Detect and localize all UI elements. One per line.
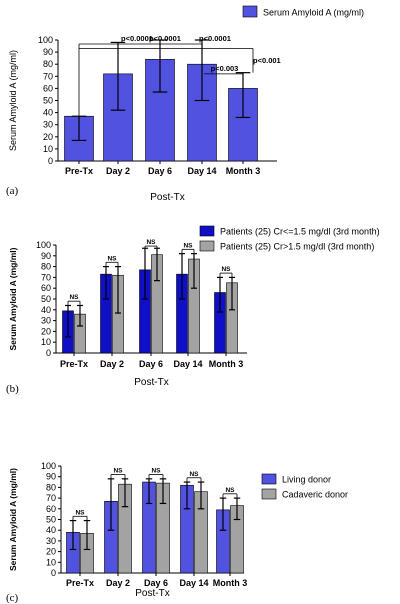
y-tick-label: 80: [43, 59, 53, 69]
y-tick-label: 80: [41, 262, 51, 272]
y-tick-label: 60: [46, 504, 56, 514]
y-tick-label: 0: [46, 348, 51, 358]
legend-label: Patients (25) Cr<=1.5 mg/dl (3rd month): [220, 227, 380, 237]
y-tick-label: 70: [41, 272, 51, 282]
panel-label: (b): [6, 383, 19, 395]
ns-label: NS: [69, 294, 79, 301]
x-tick-label: Day 14: [173, 359, 202, 369]
x-tick-label: Month 3: [213, 578, 248, 588]
legend-label: Patients (25) Cr>1.5 mg/dl (3rd month): [220, 242, 374, 252]
p-value-label: p<0.0001: [121, 34, 153, 43]
y-tick-label: 10: [46, 557, 56, 567]
y-tick-label: 40: [41, 305, 51, 315]
x-tick-label: Day 6: [139, 359, 163, 369]
panel-label: (a): [6, 185, 19, 197]
y-tick-label: 30: [46, 536, 56, 546]
y-tick-label: 70: [43, 71, 53, 81]
x-tick-label: Day 14: [187, 166, 216, 176]
ns-label: NS: [225, 487, 235, 494]
y-tick-label: 50: [41, 294, 51, 304]
y-tick-label: 20: [43, 132, 53, 142]
y-tick-label: 60: [43, 83, 53, 93]
x-tick-label: Day 2: [106, 166, 130, 176]
x-tick-label: Pre-Tx: [60, 359, 88, 369]
legend-swatch: [199, 240, 215, 252]
y-tick-label: 0: [51, 568, 56, 578]
legend-label: Cadaveric donor: [282, 490, 348, 500]
x-axis-label: Post-Tx: [134, 377, 168, 388]
y-tick-label: 20: [41, 326, 51, 336]
x-axis-label: Post-Tx: [150, 192, 184, 203]
p-value-label: p<0.0001: [199, 34, 231, 43]
y-tick-label: 90: [43, 47, 53, 57]
y-axis-label: Serum Amyloid A (mg/ml): [8, 50, 18, 151]
p-value-label: p<0.003: [211, 64, 239, 73]
legend-swatch: [199, 225, 215, 237]
ns-label: NS: [146, 239, 156, 246]
ns-label: NS: [189, 471, 199, 478]
y-tick-label: 70: [46, 493, 56, 503]
y-tick-label: 50: [46, 515, 56, 525]
y-tick-label: 90: [46, 472, 56, 482]
ns-label: NS: [183, 242, 193, 249]
ns-label: NS: [113, 468, 123, 475]
ns-label: NS: [221, 266, 231, 273]
legend-label: Living donor: [282, 475, 331, 485]
y-tick-label: 0: [48, 156, 53, 166]
y-tick-label: 90: [41, 251, 51, 261]
y-tick-label: 100: [36, 240, 51, 250]
y-tick-label: 10: [41, 337, 51, 347]
ns-label: NS: [75, 509, 85, 516]
y-tick-label: 60: [41, 283, 51, 293]
legend-label: Serum Amyloid A (mg/ml): [263, 8, 364, 18]
ns-label: NS: [151, 468, 161, 475]
y-tick-label: 30: [41, 316, 51, 326]
y-axis-label: Serum Amyloid A (mg/ml): [8, 468, 18, 571]
legend-swatch: [242, 5, 258, 18]
x-tick-label: Month 3: [226, 166, 261, 176]
x-tick-label: Pre-Tx: [65, 166, 93, 176]
y-axis-label: Serum Amyloid A (mg/ml): [8, 247, 18, 350]
y-tick-label: 100: [38, 35, 53, 45]
x-tick-label: Day 2: [100, 359, 124, 369]
ns-label: NS: [107, 255, 117, 262]
p-value-label: p<0.0001: [149, 34, 181, 43]
legend-swatch: [261, 473, 277, 485]
panel-label: (c): [6, 592, 19, 604]
y-tick-label: 80: [46, 482, 56, 492]
x-tick-label: Day 2: [106, 578, 130, 588]
x-tick-label: Day 6: [148, 166, 172, 176]
x-tick-label: Month 3: [209, 359, 244, 369]
p-value-label: p<0.001: [253, 56, 281, 65]
x-tick-label: Pre-Tx: [66, 578, 94, 588]
x-tick-label: Day 6: [144, 578, 168, 588]
y-tick-label: 10: [43, 144, 53, 154]
x-axis-label: Post-Tx: [135, 588, 169, 599]
legend-swatch: [261, 488, 277, 500]
y-tick-label: 20: [46, 547, 56, 557]
x-tick-label: Day 14: [179, 578, 208, 588]
y-tick-label: 40: [46, 525, 56, 535]
y-tick-label: 50: [43, 96, 53, 106]
y-tick-label: 40: [43, 108, 53, 118]
y-tick-label: 30: [43, 120, 53, 130]
y-tick-label: 100: [41, 461, 56, 471]
